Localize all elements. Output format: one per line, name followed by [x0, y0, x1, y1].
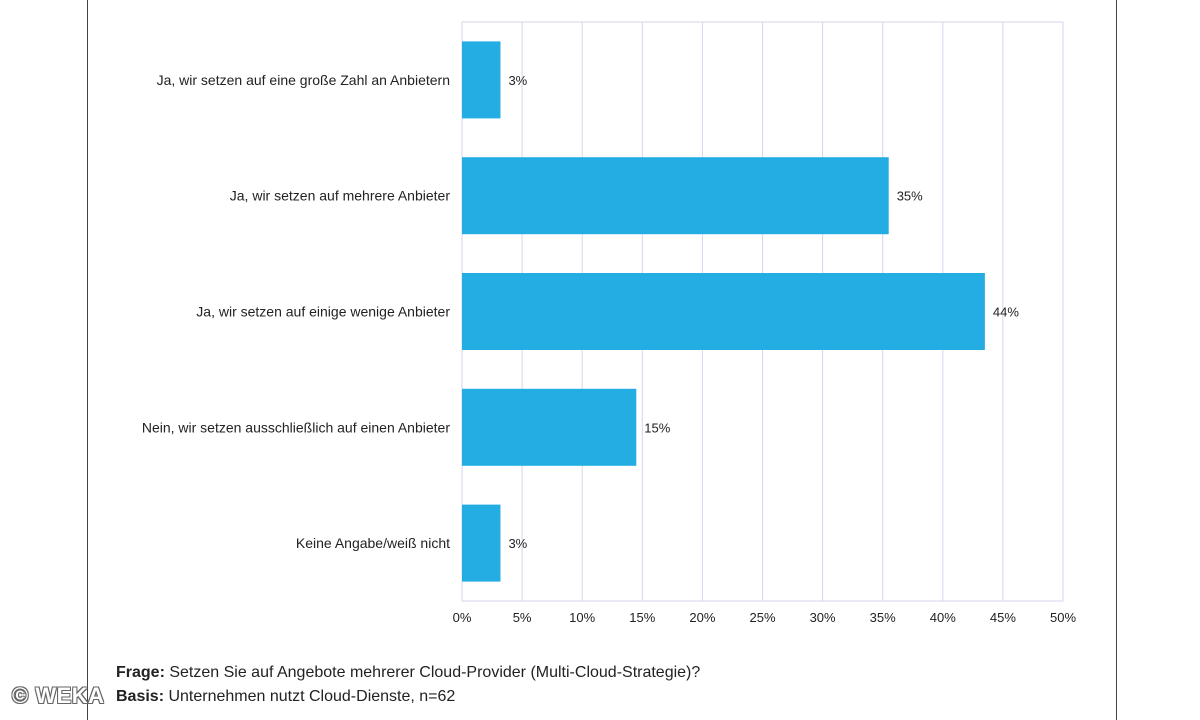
bar	[462, 504, 501, 582]
data-label: 15%	[644, 420, 670, 435]
data-label: 3%	[508, 536, 527, 551]
bar	[462, 273, 985, 350]
weka-watermark: © WEKA	[12, 683, 105, 708]
category-label: Ja, wir setzen auf eine große Zahl an An…	[157, 72, 450, 88]
bar	[462, 157, 889, 235]
x-tick-label: 10%	[569, 610, 595, 625]
category-label: Ja, wir setzen auf mehrere Anbieter	[230, 188, 451, 204]
x-tick-label: 5%	[513, 610, 532, 625]
question-line: Frage: Setzen Sie auf Angebote mehrerer …	[116, 664, 700, 682]
basis-label: Basis:	[116, 688, 165, 705]
right-frame-border	[1116, 0, 1117, 720]
bar	[462, 41, 501, 119]
category-label: Keine Angabe/weiß nicht	[296, 535, 450, 551]
x-tick-label: 25%	[749, 610, 775, 625]
data-label: 44%	[993, 305, 1019, 320]
category-label: Nein, wir setzen ausschließlich auf eine…	[142, 419, 451, 435]
data-label: 3%	[508, 73, 527, 88]
x-tick-label: 15%	[629, 610, 655, 625]
basis-line: Basis: Unternehmen nutzt Cloud-Dienste, …	[116, 688, 455, 706]
data-label: 35%	[897, 189, 923, 204]
x-tick-label: 20%	[689, 610, 715, 625]
x-tick-label: 45%	[990, 610, 1016, 625]
x-tick-label: 35%	[870, 610, 896, 625]
x-tick-label: 40%	[930, 610, 956, 625]
x-tick-label: 50%	[1050, 610, 1076, 625]
question-label: Frage:	[116, 664, 165, 681]
x-tick-label: 30%	[810, 610, 836, 625]
basis-text: Unternehmen nutzt Cloud-Dienste, n=62	[164, 688, 456, 705]
bar	[462, 388, 637, 466]
left-frame-border	[87, 0, 88, 720]
category-label: Ja, wir setzen auf einige wenige Anbiete…	[196, 304, 450, 320]
x-tick-label: 0%	[453, 610, 472, 625]
question-text: Setzen Sie auf Angebote mehrerer Cloud-P…	[164, 664, 701, 681]
